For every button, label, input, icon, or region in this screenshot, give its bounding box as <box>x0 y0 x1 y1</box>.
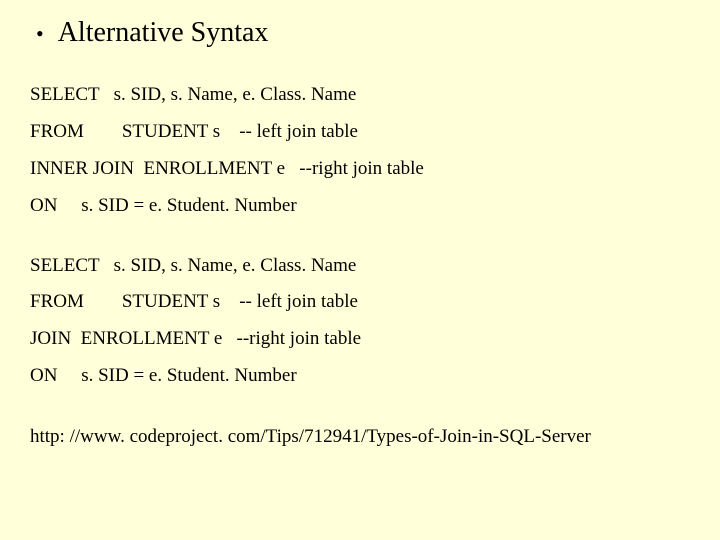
q2-join-line: JOIN ENROLLMENT e --right join table <box>30 329 690 349</box>
reference-url: http: //www. codeproject. com/Tips/71294… <box>30 426 690 448</box>
q2-on-line: ON s. SID = e. Student. Number <box>30 366 690 386</box>
q1-on-line: ON s. SID = e. Student. Number <box>30 196 690 216</box>
sql-query-2: SELECT s. SID, s. Name, e. Class. Name F… <box>30 256 690 387</box>
q2-from-line: FROM STUDENT s -- left join table <box>30 292 690 312</box>
bullet-dot-icon: • <box>36 23 44 45</box>
q1-from-line: FROM STUDENT s -- left join table <box>30 122 690 142</box>
sql-query-1: SELECT s. SID, s. Name, e. Class. Name F… <box>30 85 690 216</box>
slide-title: Alternative Syntax <box>58 18 269 49</box>
q1-select-line: SELECT s. SID, s. Name, e. Class. Name <box>30 85 690 105</box>
slide-container: • Alternative Syntax SELECT s. SID, s. N… <box>0 0 720 540</box>
title-bullet-row: • Alternative Syntax <box>30 18 690 49</box>
q1-inner-join-line: INNER JOIN ENROLLMENT e --right join tab… <box>30 159 690 179</box>
q2-select-line: SELECT s. SID, s. Name, e. Class. Name <box>30 256 690 276</box>
